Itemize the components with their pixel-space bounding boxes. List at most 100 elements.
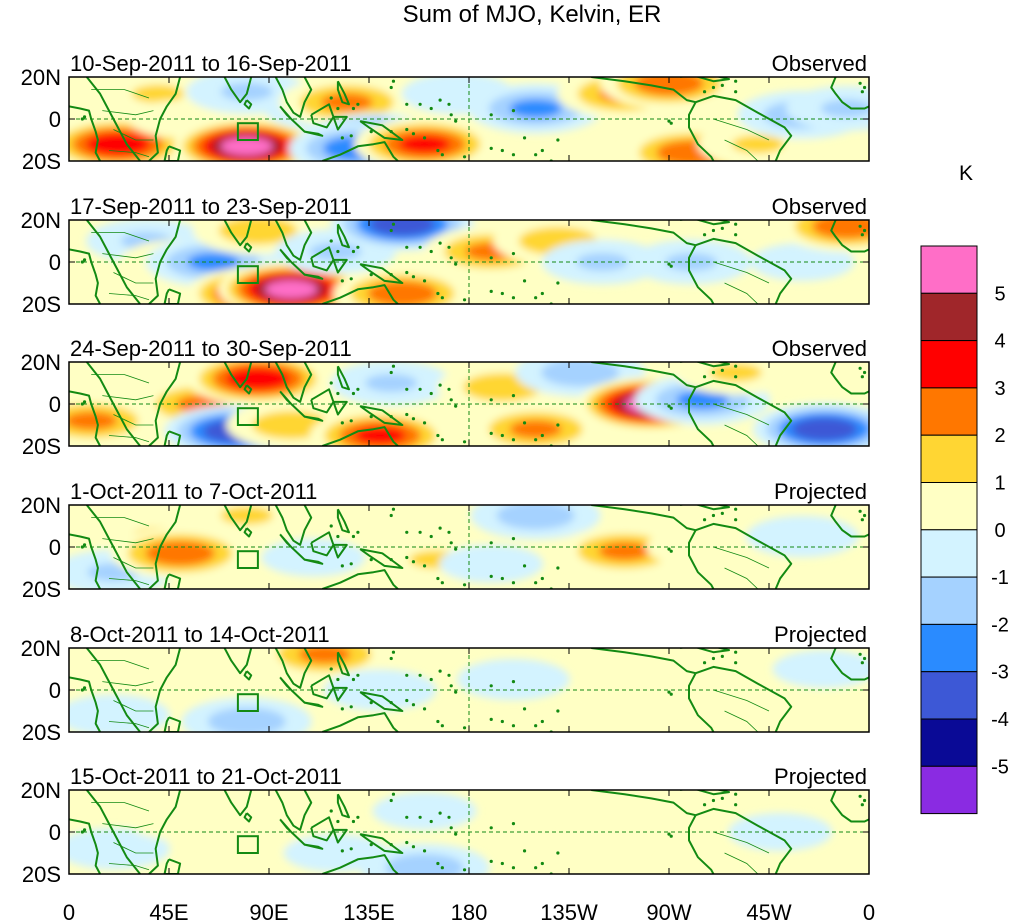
island: [391, 507, 396, 511]
y-tick-label: 20N: [21, 778, 61, 803]
island: [80, 402, 84, 406]
island: [80, 117, 84, 121]
island: [389, 701, 393, 705]
island: [436, 576, 440, 581]
border-line: [724, 282, 759, 304]
border-line: [108, 578, 150, 586]
island: [862, 85, 867, 90]
island: [534, 438, 538, 442]
border-line: [724, 139, 759, 161]
anomaly-blob: [470, 505, 601, 540]
contour-level: [772, 650, 869, 688]
coastline: [279, 105, 306, 133]
anomaly-blob: [261, 538, 366, 577]
island: [449, 398, 453, 402]
coastline: [223, 77, 253, 104]
island: [80, 688, 84, 692]
coastline: [69, 390, 101, 446]
island: [438, 669, 442, 673]
contour-level: [365, 374, 418, 392]
island: [454, 404, 458, 408]
y-tick-label: 20N: [21, 493, 61, 518]
island: [418, 673, 422, 677]
colorbar-tick-label: 0: [994, 520, 1005, 542]
region-box-rect: [236, 265, 259, 284]
coastline: [680, 362, 730, 368]
island: [80, 545, 84, 549]
contour-level: [820, 99, 869, 118]
coastline: [321, 141, 399, 161]
island: [422, 421, 427, 425]
colorbar-tick-label: 2: [994, 425, 1005, 447]
colorbar-tick-label: -1: [991, 567, 1009, 589]
island: [511, 866, 516, 870]
border-line: [113, 842, 154, 854]
x-tick-label: 90W: [646, 900, 691, 923]
island: [356, 387, 360, 391]
coastline: [321, 854, 399, 874]
island: [389, 370, 393, 375]
colorbar-tick-label: 4: [994, 331, 1005, 353]
coastline: [336, 508, 350, 534]
contour-level: [598, 542, 651, 561]
island: [429, 534, 433, 539]
island: [389, 656, 393, 661]
coastline: [830, 648, 869, 681]
coastline: [243, 242, 253, 253]
contour-level: [265, 280, 318, 299]
anomaly-blob: [599, 77, 739, 109]
island: [436, 861, 440, 866]
island: [862, 656, 867, 661]
coastline: [830, 77, 869, 110]
island: [405, 530, 409, 534]
island: [511, 252, 516, 256]
island: [336, 106, 340, 111]
coastline: [274, 77, 313, 118]
island: [540, 719, 544, 724]
island: [860, 803, 864, 807]
island: [862, 513, 867, 518]
island: [540, 861, 544, 866]
island: [669, 692, 673, 696]
coastline: [69, 676, 101, 732]
coastline: [680, 648, 730, 654]
x-tick-label: 0: [63, 900, 75, 923]
island: [858, 794, 862, 798]
coastline: [223, 362, 253, 389]
island: [667, 547, 671, 551]
island: [418, 815, 422, 819]
island: [720, 654, 724, 658]
panel-5: 20N 0 20S 8-Oct-2011 to 14-Oct-2011 Projecte…: [21, 622, 870, 745]
islands: [80, 507, 867, 589]
island: [702, 375, 707, 379]
coastline: [591, 220, 696, 247]
border-line: [102, 823, 154, 829]
island: [862, 228, 867, 233]
anomaly-blob: [309, 409, 451, 446]
coastline: [695, 94, 793, 161]
island: [82, 543, 87, 547]
coastline: [336, 793, 350, 819]
anomaly-blob: [69, 694, 170, 732]
panels-group: 20N 0 20S 10-Sep-2011 to 16-Sep-2011 Observe…: [21, 51, 870, 887]
island: [329, 381, 333, 385]
island: [534, 866, 538, 870]
island: [82, 400, 87, 404]
anomaly-blob: [330, 220, 474, 251]
borders: [91, 517, 770, 589]
y-tick-label: 20N: [21, 350, 61, 375]
anomaly-blob: [439, 544, 544, 583]
coastline: [223, 505, 253, 532]
island: [436, 433, 440, 438]
island: [405, 840, 409, 845]
y-tick-label: 20S: [22, 720, 61, 745]
island: [734, 661, 738, 665]
island: [860, 90, 864, 94]
border-line: [713, 546, 770, 569]
island: [389, 228, 393, 233]
coastline: [359, 120, 404, 141]
coastline: [279, 676, 306, 704]
island: [438, 98, 442, 102]
island: [734, 650, 738, 654]
island: [667, 262, 671, 266]
